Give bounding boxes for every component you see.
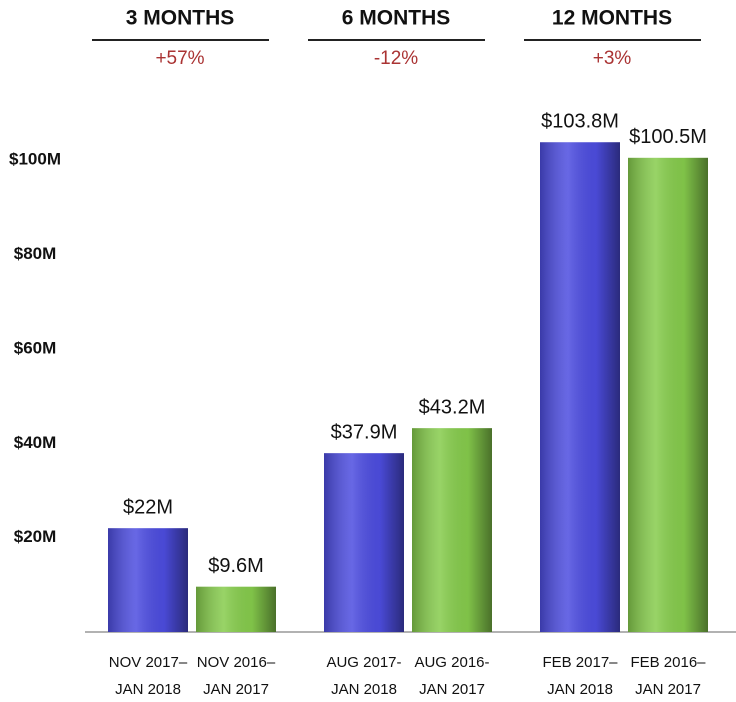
bar-shade	[540, 142, 620, 632]
x-tick-label: JAN 2018	[331, 681, 397, 698]
value-label: $100.5M	[629, 126, 707, 148]
y-tick-label: $20M	[14, 527, 57, 546]
value-label: $103.8M	[541, 111, 619, 133]
value-label: $43.2M	[419, 396, 486, 418]
bar-shade	[108, 528, 188, 632]
x-tick-label: NOV 2016–	[197, 654, 276, 671]
bar-shade	[628, 157, 708, 632]
x-tick-label: JAN 2017	[635, 681, 701, 698]
y-tick-label: $100M	[9, 150, 61, 169]
x-tick-label: AUG 2016-	[414, 654, 489, 671]
bar-shade	[324, 453, 404, 632]
bar-shade	[412, 428, 492, 632]
y-tick-label: $80M	[14, 244, 57, 263]
group-change: -12%	[374, 48, 418, 69]
value-label: $37.9M	[331, 421, 398, 443]
x-tick-label: JAN 2017	[419, 681, 485, 698]
x-tick-label: NOV 2017–	[109, 654, 188, 671]
value-label: $9.6M	[208, 555, 264, 577]
group-change: +3%	[593, 48, 632, 69]
group-title: 6 MONTHS	[342, 7, 451, 30]
x-tick-label: JAN 2017	[203, 681, 269, 698]
x-tick-label: JAN 2018	[115, 681, 181, 698]
x-tick-label: FEB 2016–	[630, 654, 706, 671]
bar-shade	[196, 586, 276, 632]
x-tick-label: AUG 2017-	[326, 654, 401, 671]
y-tick-label: $60M	[14, 338, 57, 357]
group-title: 12 MONTHS	[552, 7, 672, 30]
group-change: +57%	[155, 48, 204, 69]
group-title: 3 MONTHS	[126, 7, 235, 30]
x-tick-label: FEB 2017–	[542, 654, 618, 671]
y-tick-label: $40M	[14, 433, 57, 452]
x-tick-label: JAN 2018	[547, 681, 613, 698]
value-label: $22M	[123, 496, 173, 518]
